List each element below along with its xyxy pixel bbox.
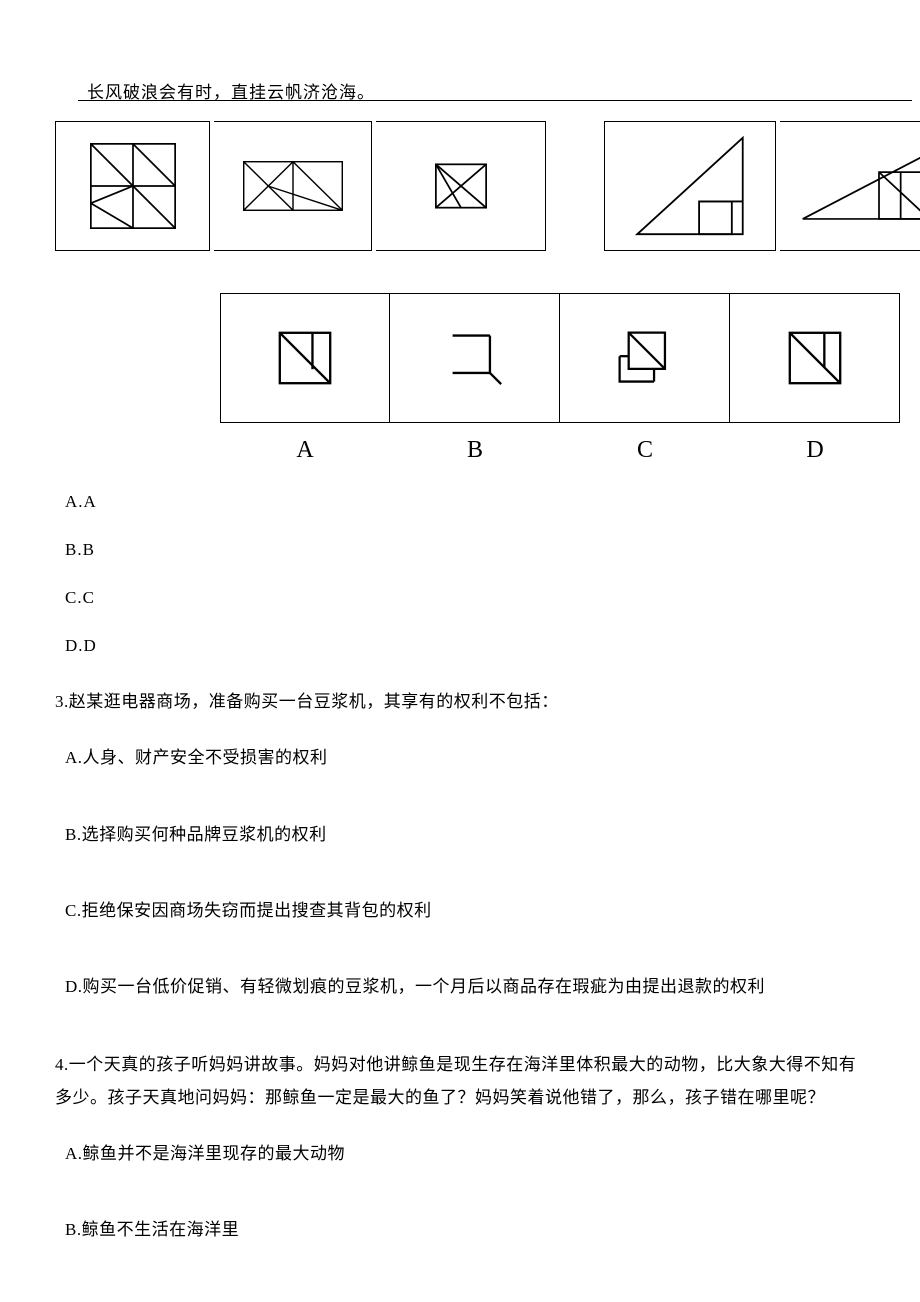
- q3-option-C: C.拒绝保安因商场失窃而提出搜查其背包的权利: [65, 895, 865, 927]
- option-col-C: C: [560, 293, 730, 464]
- option-label-A: A: [296, 437, 313, 464]
- option-panel-A: [220, 293, 390, 423]
- header-underline: [78, 100, 912, 101]
- opt-figure-D: [787, 330, 843, 386]
- choice-AA: A.A: [65, 492, 865, 512]
- choice-BB: B.B: [65, 540, 865, 560]
- option-panel-C: [560, 293, 730, 423]
- q4-option-A: A.鲸鱼并不是海洋里现存的最大动物: [65, 1138, 865, 1170]
- question-3-text: 3.赵某逛电器商场，准备购买一台豆浆机，其享有的权利不包括：: [55, 686, 865, 718]
- q3-option-D: D.购买一台低价促销、有轻微划痕的豆浆机，一个月后以商品存在瑕疵为由提出退款的权…: [65, 971, 865, 1003]
- option-label-B: B: [467, 437, 483, 464]
- figure-crossed-square: [435, 163, 487, 209]
- option-col-A: A: [220, 293, 390, 464]
- opt-figure-C: [616, 329, 674, 387]
- figure-two-square-net: [243, 161, 343, 211]
- option-col-B: B: [390, 293, 560, 464]
- question-4-text: 4.一个天真的孩子听妈妈讲故事。妈妈对他讲鲸鱼是现生存在海洋里体积最大的动物，比…: [55, 1049, 865, 1114]
- choice-CC: C.C: [65, 588, 865, 608]
- opt-figure-B: [447, 330, 503, 386]
- seq-panel-4: [604, 121, 776, 251]
- seq-panel-5: [780, 121, 920, 251]
- simple-choice-list: A.A B.B C.C D.D: [65, 492, 865, 656]
- q3-option-B: B.选择购买何种品牌豆浆机的权利: [65, 819, 865, 851]
- option-col-D: D: [730, 293, 900, 464]
- choice-DD: D.D: [65, 636, 865, 656]
- option-panel-B: [390, 293, 560, 423]
- figure-sequence-row: [55, 121, 920, 251]
- seq-panel-3: [376, 121, 546, 251]
- seq-panel-2: [214, 121, 372, 251]
- q3-option-A: A.人身、财产安全不受损害的权利: [65, 742, 865, 774]
- figure-triangle-small-sq: [635, 136, 745, 236]
- page-header-quote: 长风破浪会有时，直挂云帆济沧海。: [87, 78, 865, 109]
- opt-figure-A: [277, 330, 333, 386]
- option-label-C: C: [637, 437, 653, 464]
- figure-options-row: A B C: [220, 293, 920, 464]
- option-label-D: D: [806, 437, 823, 464]
- option-panel-D: [730, 293, 900, 423]
- q4-option-B: B.鲸鱼不生活在海洋里: [65, 1214, 865, 1246]
- figure-quad-grid: [90, 143, 176, 229]
- seq-panel-1: [55, 121, 210, 251]
- figure-low-triangle-nested: [801, 151, 920, 221]
